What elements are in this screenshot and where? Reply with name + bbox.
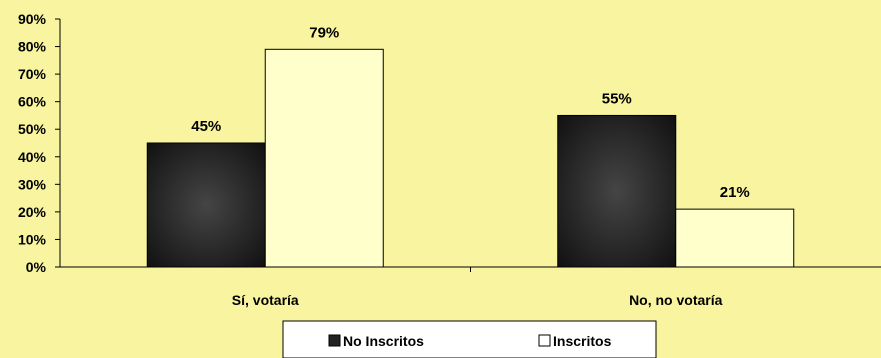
data-labels: 45% 79% 55% 21% <box>191 24 750 201</box>
y-tick-label: 90% <box>18 11 47 27</box>
legend-label: Inscritos <box>553 333 612 349</box>
y-tick-label: 50% <box>18 121 47 137</box>
y-tick-label: 10% <box>18 231 47 247</box>
y-tick-label: 30% <box>18 176 47 192</box>
category-label: No, no votaría <box>629 292 723 308</box>
data-label: 79% <box>309 24 339 41</box>
y-tick-label: 40% <box>18 149 47 165</box>
bars <box>146 48 795 268</box>
data-label: 55% <box>602 90 632 107</box>
bar-inscritos-2 <box>675 208 795 268</box>
legend-swatch <box>328 334 341 347</box>
y-tick-label: 80% <box>18 39 47 55</box>
bar-no-inscritos-2 <box>557 114 677 268</box>
legend: No Inscritos Inscritos <box>282 320 657 358</box>
x-axis: Sí, votaría No, no votaría <box>60 266 881 308</box>
category-label: Sí, votaría <box>232 292 299 308</box>
y-tick-label: 60% <box>18 94 47 110</box>
y-tick-label: 20% <box>18 204 47 220</box>
legend-swatch <box>538 334 551 347</box>
data-label: 45% <box>191 118 221 135</box>
y-tick-label: 0% <box>26 259 47 275</box>
y-axis: 0% 10% 20% 30% 40% 50% 60% 70% 80% 90% <box>18 11 61 275</box>
legend-box <box>282 320 657 358</box>
data-label: 21% <box>720 184 750 201</box>
legend-label: No Inscritos <box>343 333 424 349</box>
y-tick-label: 70% <box>18 66 47 82</box>
bar-inscritos-1 <box>264 48 384 268</box>
bar-no-inscritos-1 <box>146 142 266 268</box>
